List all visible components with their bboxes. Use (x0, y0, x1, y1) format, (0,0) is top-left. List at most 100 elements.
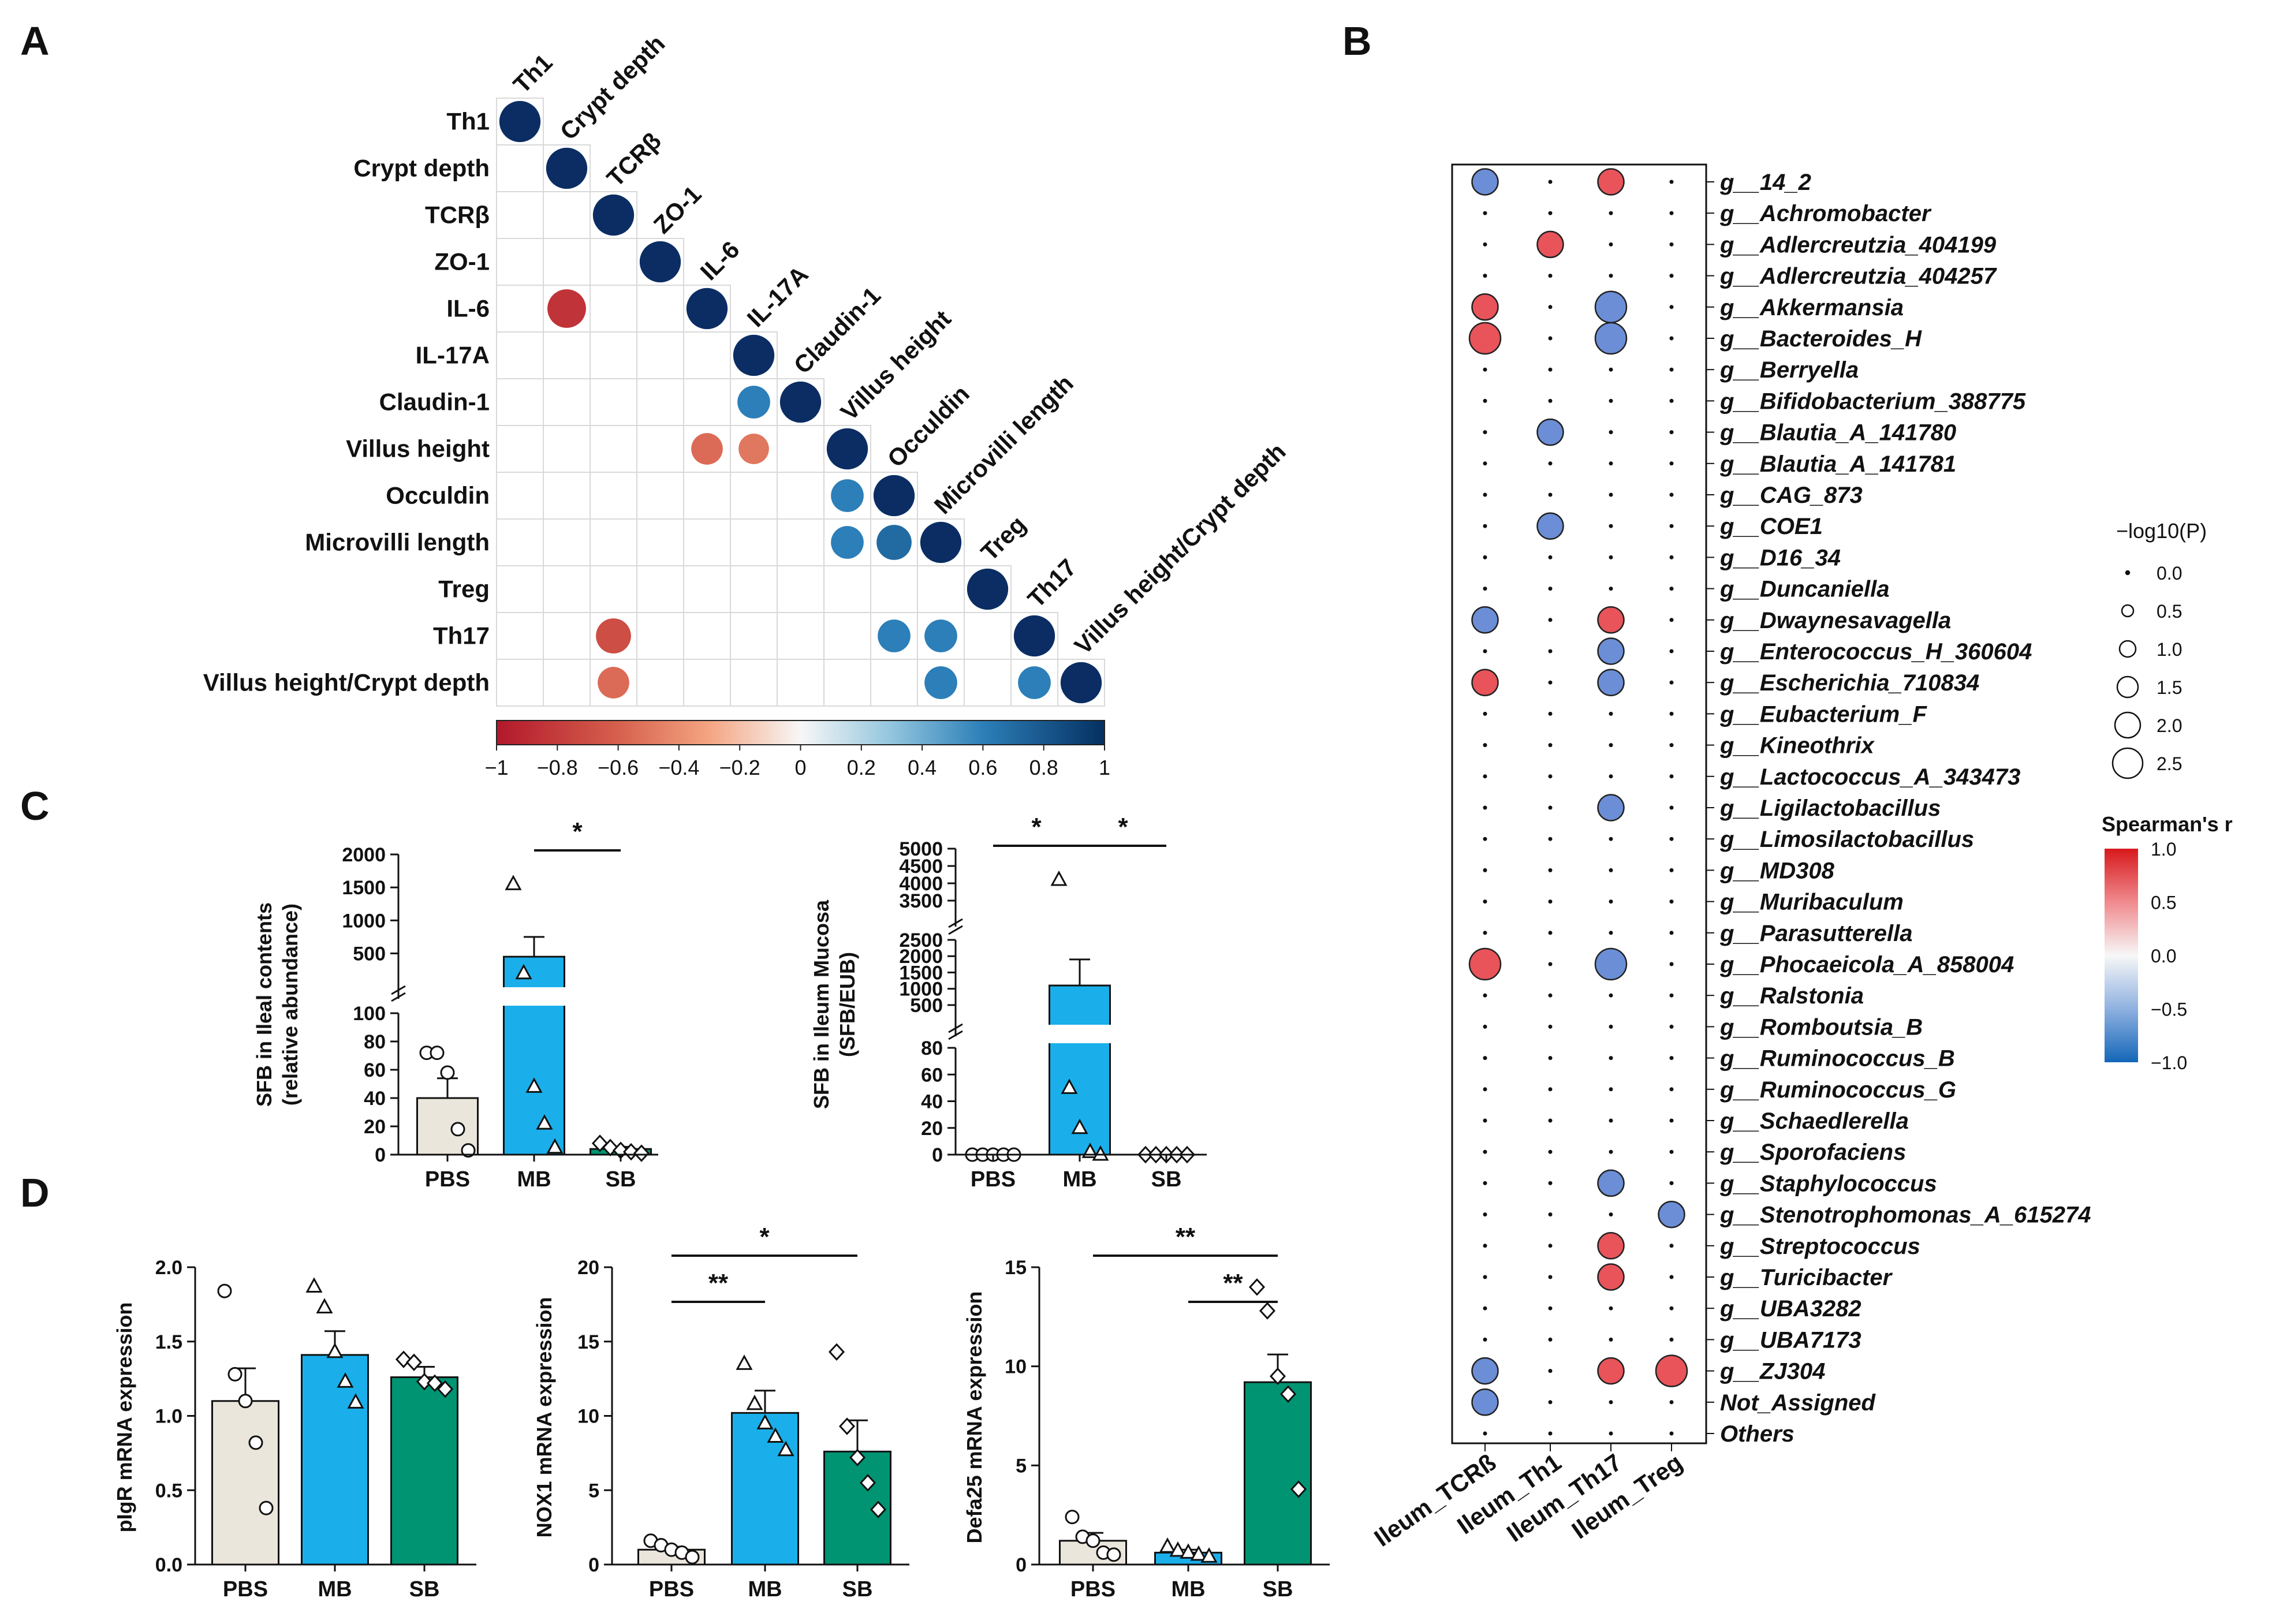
taxon-label: g__Stenotrophomonas_A_615274 (1719, 1203, 2091, 1228)
heatmap-column-label: Villus height/Crypt depth (1069, 438, 1291, 659)
taxon-label: g__Sporofaciens (1719, 1140, 1906, 1165)
heatmap-cell (496, 659, 544, 707)
panel-label-c: C (20, 783, 50, 828)
small-dot (1548, 1369, 1553, 1373)
correlation-dot (876, 525, 912, 560)
correlation-bubble (1468, 322, 1502, 355)
taxon-label: g__Berryella (1719, 357, 1859, 383)
heatmap-cell (730, 659, 778, 707)
diagonal-correlation-dot (639, 241, 681, 283)
colorbar-tick-label: −0.6 (598, 756, 639, 779)
small-dot (1609, 993, 1613, 998)
heatmap-column-label: Crypt depth (555, 29, 670, 145)
small-dot (1483, 1149, 1487, 1154)
axis-break-mark (948, 925, 963, 935)
correlation-bubble (1471, 1357, 1499, 1385)
taxon-label: g__Staphylococcus (1719, 1171, 1937, 1196)
small-dot (1483, 1056, 1487, 1061)
heatmap-cell (823, 612, 871, 660)
small-dot (1609, 242, 1613, 247)
significance-label: * (759, 1223, 770, 1251)
y-tick-label: 1.0 (155, 1406, 182, 1428)
colorbar-tick-label: 0.6 (968, 756, 997, 779)
heatmap-cell (590, 518, 637, 566)
small-dot (1669, 1118, 1674, 1123)
small-dot (1669, 587, 1674, 591)
significance-label: * (1031, 813, 1042, 841)
taxon-label: g__Phocaeicola_A_858004 (1719, 952, 2014, 977)
small-dot (1548, 993, 1553, 998)
small-dot (1548, 680, 1553, 685)
heatmap-cell (683, 331, 731, 379)
diagonal-correlation-dot (546, 147, 588, 189)
small-dot (1669, 336, 1674, 341)
diagonal-correlation-dot (733, 334, 775, 376)
small-dot (1483, 242, 1487, 247)
color-legend-bar (2105, 849, 2138, 1062)
data-point-triangle (316, 1298, 333, 1314)
heatmap-row-label: Th17 (433, 622, 490, 649)
y-tick-label: 5000 (899, 838, 943, 860)
small-dot (1548, 868, 1553, 872)
heatmap-cell (590, 565, 637, 613)
bar-mb (503, 955, 565, 1156)
y-tick-label: 500 (353, 943, 386, 965)
size-legend-label: 0.0 (2157, 563, 2182, 584)
heatmap-column-label: Th17 (1023, 554, 1082, 613)
panel-b-bubble-plot: g__14_2 g__Achromobacter g__Adlercreutzia_… (1369, 163, 2233, 1552)
y-tick-label: 80 (921, 1037, 943, 1059)
colorbar-tick-label: −0.4 (658, 756, 699, 779)
correlation-dot (1018, 666, 1051, 699)
data-point-diamond (838, 1417, 856, 1435)
correlation-dot (598, 667, 629, 699)
size-legend-circle (2116, 675, 2139, 699)
y-axis-label: NOX1 mRNA expression (532, 1297, 556, 1538)
colorbar-tick-label: −0.8 (537, 756, 578, 779)
small-dot (1609, 1306, 1613, 1311)
small-dot (1669, 367, 1674, 372)
correlation-dot (831, 479, 864, 512)
bar-pbs (211, 1400, 279, 1566)
y-tick-label: 5 (1016, 1455, 1027, 1477)
y-tick-label: 4500 (899, 856, 943, 878)
diagonal-correlation-dot (592, 194, 635, 236)
y-tick-label: 2000 (899, 946, 943, 968)
small-dot (1609, 743, 1613, 748)
small-dot (1483, 1118, 1487, 1123)
heatmap-row-label: Microvilli length (305, 529, 490, 556)
heatmap-cell (496, 472, 544, 520)
y-axis-label: SFB in Ileum Mucosa (809, 899, 833, 1109)
small-dot (1548, 274, 1553, 278)
data-point-triangle (1050, 870, 1068, 886)
x-category-label: MB (1062, 1167, 1096, 1192)
small-dot (1548, 1118, 1553, 1123)
heatmap-cell (590, 425, 637, 473)
small-dot (1548, 899, 1553, 904)
data-point-triangle (1071, 1118, 1088, 1134)
heatmap-cell (777, 659, 825, 707)
taxon-label: g__UBA3282 (1719, 1296, 1861, 1321)
x-category-label: SB (606, 1167, 636, 1192)
small-dot (1483, 492, 1487, 497)
small-dot (1609, 774, 1613, 779)
small-dot (1609, 1087, 1613, 1092)
y-tick-label: 15 (1005, 1257, 1027, 1279)
small-dot (1669, 305, 1674, 309)
panel-d-defa25-chart: PBS MB SB 0 5 10 15 ** ** Defa25 mRNA expression (962, 1223, 1330, 1601)
correlation-dot (691, 433, 723, 465)
heatmap-cell (964, 612, 1012, 660)
taxon-label: g__Kineothrix (1719, 733, 1875, 759)
small-dot (1548, 962, 1553, 966)
heatmap-cell (543, 518, 591, 566)
y-tick-label: 10 (1005, 1356, 1027, 1378)
small-dot (1548, 774, 1553, 779)
correlation-dot (547, 289, 586, 328)
correlation-dot (737, 386, 770, 419)
taxon-label: g__Achromobacter (1719, 201, 1932, 226)
heatmap-cell (730, 612, 778, 660)
taxon-label: g__Romboutsia_B (1719, 1014, 1923, 1040)
taxon-label: g__Bacteroides_H (1719, 326, 1922, 352)
taxon-label: g__MD308 (1719, 858, 1835, 883)
data-point-diamond (859, 1474, 876, 1492)
x-category-label: PBS (649, 1577, 694, 1601)
